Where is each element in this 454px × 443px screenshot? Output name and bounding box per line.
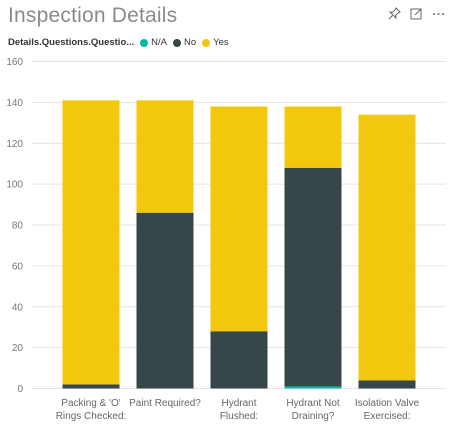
x-category-label: Flushed: — [220, 411, 258, 422]
expand-icon[interactable] — [408, 5, 424, 21]
x-category-label: Hydrant Not — [286, 398, 340, 409]
visual-header-icons — [386, 5, 446, 21]
legend-label-na: N/A — [151, 37, 168, 48]
y-tick-label: 140 — [6, 98, 23, 109]
legend-item-yes[interactable]: Yes — [202, 37, 229, 48]
chart-title: Inspection Details — [8, 4, 178, 27]
bar-segment-yes-2[interactable] — [210, 106, 268, 332]
legend-item-no[interactable]: No — [173, 37, 196, 48]
x-category-label: Draining? — [292, 411, 335, 422]
y-tick-label: 120 — [6, 139, 23, 150]
bar-segment-yes-3[interactable] — [284, 106, 342, 168]
bar-segment-no-3[interactable] — [284, 167, 342, 387]
bar-segment-na-3[interactable] — [284, 386, 342, 389]
bar-segment-no-2[interactable] — [210, 331, 268, 389]
pin-icon[interactable] — [386, 5, 402, 21]
legend-dot-na — [140, 38, 149, 47]
bar-segment-no-1[interactable] — [136, 212, 194, 389]
legend-dot-yes — [202, 38, 211, 47]
bar-segment-no-4[interactable] — [358, 380, 416, 389]
bar-segment-yes-0[interactable] — [62, 100, 120, 385]
bar-segment-yes-4[interactable] — [358, 114, 416, 381]
y-tick-label: 60 — [12, 261, 24, 272]
legend-dot-no — [173, 38, 182, 47]
x-category-label: Paint Required? — [129, 398, 201, 409]
legend-item-na[interactable]: N/A — [140, 37, 167, 48]
y-tick-label: 160 — [6, 57, 23, 68]
x-category-label: Hydrant — [221, 398, 256, 409]
x-category-label: Packing & 'O' — [61, 398, 120, 409]
chart-legend: Details.Questions.Questio... N/A No Yes — [8, 37, 235, 48]
legend-title: Details.Questions.Questio... — [8, 37, 135, 48]
bar-segment-no-0[interactable] — [62, 384, 120, 389]
y-tick-label: 20 — [12, 343, 24, 354]
x-category-label: Exercised: — [364, 411, 411, 422]
legend-label-yes: Yes — [213, 37, 229, 48]
x-category-label: Isolation Valve — [355, 398, 420, 409]
y-tick-label: 80 — [12, 221, 24, 232]
x-category-label: Rings Checked: — [56, 411, 127, 422]
y-tick-label: 40 — [12, 302, 24, 313]
legend-label-no: No — [184, 37, 197, 48]
y-tick-label: 0 — [17, 384, 23, 395]
bar-segment-yes-1[interactable] — [136, 100, 194, 213]
y-tick-label: 100 — [6, 180, 23, 191]
more-options-icon[interactable] — [430, 5, 446, 21]
